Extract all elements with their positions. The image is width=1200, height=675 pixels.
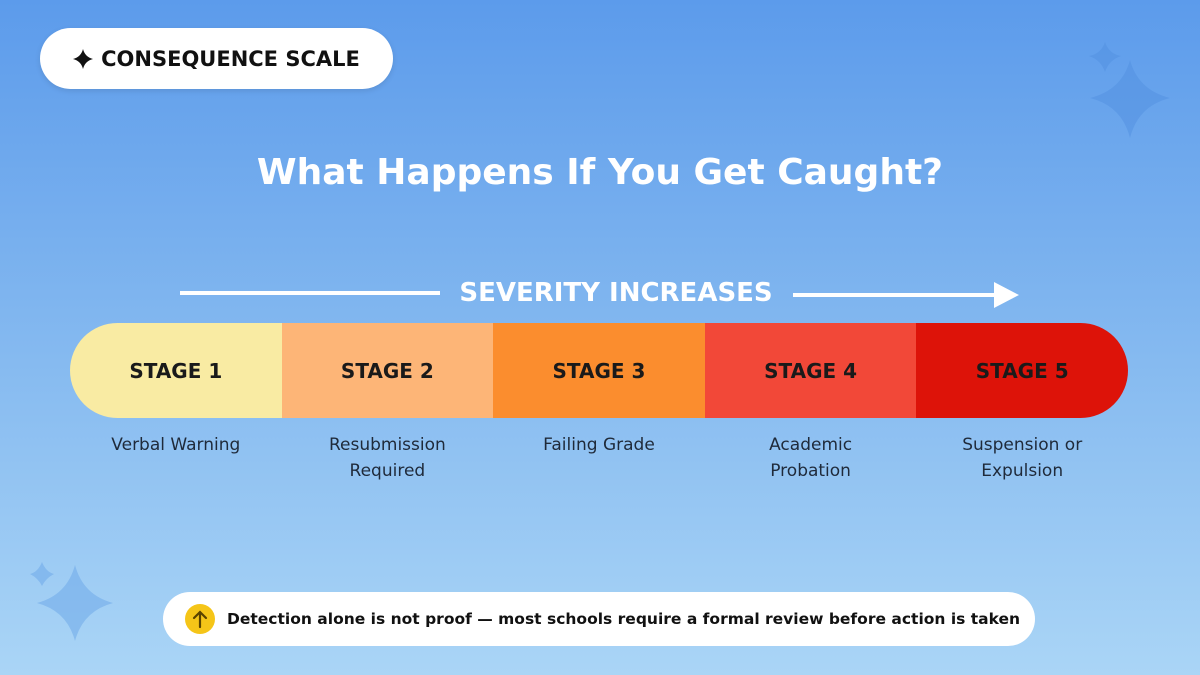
- stage-segment: STAGE 3: [493, 323, 705, 418]
- description-line: Resubmission: [328, 435, 446, 455]
- title: What Happens If You Get Caught?: [256, 152, 944, 193]
- severity-bar: STAGE 1 STAGE 2 STAGE 3 STAGE 4 STAGE 5: [70, 323, 1128, 418]
- stage-label: STAGE 5: [975, 358, 1069, 383]
- description-line: Expulsion: [981, 461, 1064, 481]
- sparkle: [1089, 42, 1121, 72]
- star-icon: [73, 48, 94, 69]
- info-icon: [185, 604, 215, 634]
- description-line: Required: [349, 461, 426, 481]
- description-line: Verbal Warning: [111, 435, 241, 455]
- stage-label: STAGE 4: [764, 358, 858, 383]
- stage-label: STAGE 3: [552, 358, 646, 383]
- stage-label: STAGE 2: [340, 358, 434, 383]
- arrow-head: [994, 282, 1019, 308]
- badge-label: CONSEQUENCE SCALE: [101, 46, 360, 71]
- stage-segment: STAGE 2: [281, 323, 494, 418]
- note: Detection alone is not proof — most scho…: [163, 592, 1035, 646]
- badge: CONSEQUENCE SCALE: [40, 28, 393, 89]
- stage-description: Resubmission Required: [282, 432, 494, 484]
- stage-segment: STAGE 4: [704, 323, 917, 418]
- stage-description: Academic Probation: [705, 432, 917, 484]
- stage-segment: STAGE 5: [916, 323, 1128, 418]
- stage-description: Failing Grade: [493, 432, 705, 458]
- sparkle: [37, 565, 113, 641]
- sparkle: [30, 562, 54, 586]
- description-line: Suspension or: [962, 435, 1083, 455]
- description-line: Probation: [770, 461, 851, 481]
- description-line: Failing Grade: [543, 435, 655, 455]
- severity-label: SEVERITY INCREASES: [459, 278, 773, 308]
- stage-segment: STAGE 1: [70, 323, 282, 418]
- stage-description: Suspension or Expulsion: [916, 432, 1128, 484]
- description-line: Academic: [769, 435, 853, 455]
- stage-label: STAGE 1: [129, 358, 223, 383]
- sparkle: [1090, 60, 1170, 138]
- stage-description: Verbal Warning: [70, 432, 282, 458]
- note-text: Detection alone is not proof — most scho…: [227, 610, 1021, 628]
